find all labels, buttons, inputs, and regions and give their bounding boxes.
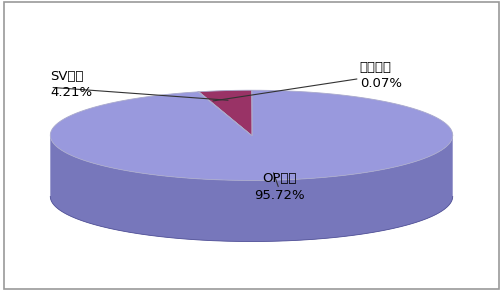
Polygon shape bbox=[50, 196, 453, 242]
Polygon shape bbox=[198, 92, 252, 135]
Text: 4.21%: 4.21% bbox=[50, 86, 93, 99]
Polygon shape bbox=[50, 135, 453, 242]
Text: 95.72%: 95.72% bbox=[254, 189, 304, 202]
Text: SV回答: SV回答 bbox=[50, 70, 84, 83]
Text: 原局回答: 原局回答 bbox=[360, 61, 392, 74]
Polygon shape bbox=[50, 90, 453, 180]
Polygon shape bbox=[199, 90, 252, 135]
Text: OP回答: OP回答 bbox=[262, 172, 296, 185]
Text: 0.07%: 0.07% bbox=[360, 77, 401, 90]
